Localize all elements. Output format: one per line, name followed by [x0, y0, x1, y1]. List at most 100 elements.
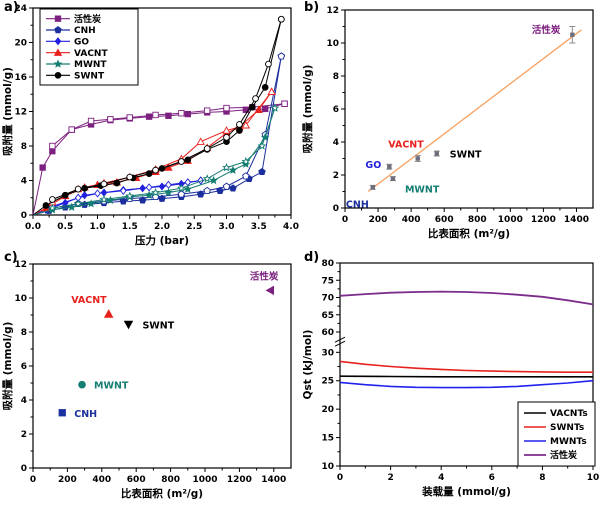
series-marker-VACNT: [222, 126, 231, 134]
x-tick-label: 1.0: [90, 222, 106, 232]
point-label-VACNT: VACNT: [388, 140, 424, 151]
legend-label-活性炭: 活性炭: [550, 449, 577, 461]
axis-break-mark: [334, 336, 346, 343]
series-marker-SWNT: [261, 84, 269, 91]
series-marker-CNH: [222, 182, 231, 190]
panel-c-uptake-vs-surface-area-scatter: c) 0 200 400 600 800 1000 1200 1400 0 2 4 6 8 10 12 比表面…: [0, 250, 300, 505]
y-tick-label: 0: [21, 211, 27, 221]
series-marker-GO: [165, 180, 172, 189]
y-tick-label: 60: [321, 328, 334, 338]
panel-letter-b: b): [304, 0, 320, 15]
y-tick-label: 20: [321, 405, 334, 415]
x-tick-label: 400: [402, 215, 421, 225]
x-tick-label: 800: [468, 215, 487, 225]
x-tick-label: 8: [539, 473, 545, 483]
series-marker-VACNT: [267, 87, 276, 95]
x-tick-label: 10: [587, 473, 600, 483]
y-tick-label: 20: [14, 39, 27, 49]
y-tick-label: 8: [21, 142, 27, 152]
x-tick-label: 1.5: [122, 222, 138, 232]
x-tick-label: 4.0: [283, 222, 299, 232]
series-marker-MWNT: [47, 203, 57, 212]
series-marker-CNH: [177, 190, 186, 198]
series-marker-活性炭: [126, 114, 133, 121]
series-marker-MWNT: [241, 159, 251, 168]
data-point-CNH: [58, 409, 66, 417]
x-tick-label: 1000: [192, 475, 217, 485]
series-marker-SWNT: [74, 185, 82, 193]
y-tick-label: 4: [21, 396, 27, 406]
y-tick-label: 65: [321, 311, 334, 321]
series-marker-MWNT: [228, 165, 238, 174]
series-line-活性炭: [339, 290, 594, 306]
x-tick-label: 2.0: [154, 222, 170, 232]
series-marker-SWNT: [277, 15, 285, 23]
series-marker-CNH: [277, 52, 286, 60]
series-marker-活性炭: [49, 142, 56, 150]
series-marker-活性炭: [178, 110, 185, 117]
axis-break-mark: [334, 340, 346, 347]
legend-label-VACNTs: VACNTs: [550, 409, 588, 419]
legend-label-SWNTs: SWNTs: [550, 423, 584, 433]
y-tick-label: 0: [21, 464, 27, 474]
y-tick-label: 2: [21, 430, 27, 440]
point-label-CNH: CNH: [346, 199, 369, 210]
y-tick-label: 12: [14, 260, 27, 270]
x-axis-label: 比表面积 (m²/g): [428, 227, 510, 240]
series-marker-MWNT: [73, 199, 83, 208]
data-point-活性炭: [570, 32, 575, 37]
series-marker-GO: [158, 182, 166, 191]
x-tick-label: 1400: [564, 215, 589, 225]
y-tick-label: 0: [333, 204, 339, 214]
x-axis-label: 装载量 (mmol/g): [421, 485, 511, 498]
data-point-活性炭: [265, 285, 275, 296]
point-label-VACNT: VACNT: [71, 295, 107, 306]
series-marker-SWNT: [178, 158, 185, 165]
data-point-MWNT: [78, 380, 86, 389]
series-marker-活性炭: [281, 100, 288, 107]
series-marker-SWNT: [236, 127, 243, 134]
series-marker-活性炭: [184, 110, 191, 118]
series-marker-SWNT: [252, 95, 259, 102]
x-tick-label: 800: [161, 475, 180, 485]
series-marker-活性炭: [87, 117, 95, 125]
series-marker-MWNT: [151, 188, 160, 197]
y-axis-label: 吸附量 (mmol/g): [301, 65, 314, 154]
series-marker-MWNT: [257, 141, 267, 150]
series-marker-活性炭: [145, 113, 153, 120]
series-marker-SWNT: [203, 145, 211, 152]
legend-marker-CNH: [54, 26, 62, 34]
x-tick-label: 200: [58, 475, 77, 485]
legend-label-VACNT: VACNT: [74, 49, 108, 59]
legend-marker-GO: [54, 37, 62, 46]
y-tick-label: 12: [14, 108, 27, 118]
y-tick-label: 24: [14, 4, 27, 14]
legend-label-活性炭: 活性炭: [74, 13, 101, 25]
x-tick-label: 1400: [261, 475, 286, 485]
x-axis-label: 压力 (bar): [135, 234, 189, 247]
chart-d-canvas: 0 2 4 6 8 10 60 65 70 75 80 10 15 20 25 30 装载量 (mmol/g) Q…: [302, 259, 600, 498]
x-axis-label: 比表面积 (m²/g): [121, 487, 203, 500]
y-axis-label: 吸附量 (mmol/g): [1, 322, 14, 411]
series-marker-CNH: [216, 186, 224, 195]
y-tick-label: 70: [321, 294, 334, 304]
legend-marker-活性炭: [54, 15, 62, 22]
series-marker-MWNT: [176, 183, 186, 192]
series-marker-GO: [94, 189, 101, 198]
series-marker-MWNT: [164, 188, 173, 197]
data-point-SWNT: [434, 151, 439, 156]
x-tick-label: 2: [387, 473, 393, 483]
x-tick-label: 3.0: [219, 222, 235, 232]
series-marker-MWNT: [202, 174, 212, 183]
data-point-VACNT: [103, 309, 114, 318]
x-tick-label: 0: [337, 473, 343, 483]
series-marker-活性炭: [39, 164, 46, 171]
series-line-SWNT: [52, 19, 282, 200]
legend-label-MWNTs: MWNTs: [550, 437, 587, 447]
series-marker-MWNT: [67, 202, 76, 211]
y-tick-label: 6: [21, 362, 27, 372]
series-marker-SWNT: [265, 60, 272, 68]
series-marker-活性炭: [68, 126, 75, 133]
series-line-GO: [52, 180, 201, 207]
series-marker-SWNT: [42, 202, 50, 209]
